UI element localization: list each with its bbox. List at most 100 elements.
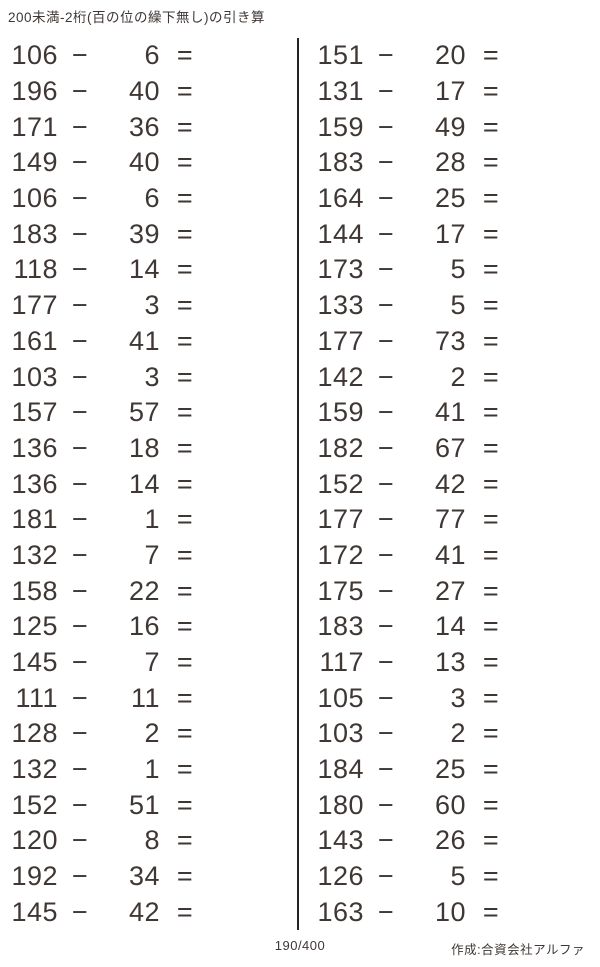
minus-sign: − <box>71 861 89 892</box>
problem-row: 126− 5 = <box>314 859 516 895</box>
minuend: 192 <box>11 861 58 892</box>
subtrahend: 41 <box>434 397 466 428</box>
equals-sign: = <box>176 468 194 499</box>
minus-sign: − <box>71 468 89 499</box>
equals-sign: = <box>176 789 194 820</box>
equals-sign: = <box>176 325 194 356</box>
equals-sign: = <box>176 432 194 463</box>
subtrahend: 11 <box>130 682 160 713</box>
minus-sign: − <box>377 647 395 678</box>
subtrahend: 26 <box>434 825 466 856</box>
equals-sign: = <box>176 718 194 749</box>
equals-sign: = <box>482 754 500 785</box>
equals-sign: = <box>176 397 194 428</box>
minuend: 196 <box>11 76 58 107</box>
minuend: 184 <box>317 754 364 785</box>
problem-row: 181− 1 = <box>8 502 210 538</box>
equals-sign: = <box>482 611 500 642</box>
problem-row: 106− 6 = <box>8 38 210 74</box>
subtrahend: 5 <box>450 861 466 892</box>
problem-row: 142− 2 = <box>314 359 516 395</box>
minus-sign: − <box>71 218 89 249</box>
minuend: 163 <box>317 896 364 927</box>
minus-sign: − <box>71 504 89 535</box>
minuend: 161 <box>11 325 58 356</box>
subtrahend: 25 <box>434 754 466 785</box>
column-divider <box>297 38 299 930</box>
equals-sign: = <box>482 361 500 392</box>
subtrahend: 2 <box>450 361 466 392</box>
problem-row: 152− 51 = <box>8 787 210 823</box>
minuend: 151 <box>317 40 364 71</box>
minus-sign: − <box>71 789 89 820</box>
minuend: 128 <box>11 718 58 749</box>
minuend: 177 <box>317 504 364 535</box>
equals-sign: = <box>176 218 194 249</box>
equals-sign: = <box>176 647 194 678</box>
subtrahend: 3 <box>144 290 160 321</box>
equals-sign: = <box>482 789 500 820</box>
minuend: 136 <box>11 432 58 463</box>
equals-sign: = <box>482 861 500 892</box>
minuend: 117 <box>319 647 364 678</box>
minus-sign: − <box>377 254 395 285</box>
equals-sign: = <box>176 254 194 285</box>
minus-sign: − <box>71 40 89 71</box>
subtrahend: 51 <box>128 789 160 820</box>
subtrahend: 2 <box>144 718 160 749</box>
minus-sign: − <box>377 718 395 749</box>
problem-row: 131− 17 = <box>314 74 516 110</box>
problem-row: 133− 5 = <box>314 288 516 324</box>
minuend: 111 <box>15 682 58 713</box>
minuend: 177 <box>317 325 364 356</box>
problem-row: 132− 1 = <box>8 752 210 788</box>
subtrahend: 41 <box>128 325 160 356</box>
subtrahend: 8 <box>144 825 160 856</box>
equals-sign: = <box>482 682 500 713</box>
minuend: 144 <box>317 218 364 249</box>
minus-sign: − <box>71 682 89 713</box>
minus-sign: − <box>71 896 89 927</box>
subtrahend: 6 <box>144 183 160 214</box>
minus-sign: − <box>377 896 395 927</box>
problem-row: 161− 41 = <box>8 324 210 360</box>
equals-sign: = <box>482 290 500 321</box>
subtrahend: 28 <box>434 147 466 178</box>
subtrahend: 73 <box>434 325 466 356</box>
subtrahend: 42 <box>128 896 160 927</box>
minus-sign: − <box>71 325 89 356</box>
minuend: 106 <box>11 40 58 71</box>
equals-sign: = <box>482 718 500 749</box>
subtrahend: 14 <box>128 468 160 499</box>
subtrahend: 5 <box>450 290 466 321</box>
worksheet-title: 200未満-2桁(百の位の繰下無し)の引き算 <box>8 10 266 25</box>
subtrahend: 17 <box>434 76 466 107</box>
minuend: 106 <box>11 183 58 214</box>
minuend: 158 <box>11 575 58 606</box>
minus-sign: − <box>377 575 395 606</box>
subtrahend: 22 <box>128 575 160 606</box>
subtrahend: 67 <box>434 432 466 463</box>
equals-sign: = <box>482 647 500 678</box>
problem-row: 106− 6 = <box>8 181 210 217</box>
problem-row: 159− 49 = <box>314 109 516 145</box>
minus-sign: − <box>71 432 89 463</box>
equals-sign: = <box>482 218 500 249</box>
equals-sign: = <box>482 504 500 535</box>
problem-row: 117− 13 = <box>314 645 516 681</box>
equals-sign: = <box>482 76 500 107</box>
minus-sign: − <box>377 76 395 107</box>
equals-sign: = <box>482 40 500 71</box>
subtrahend: 18 <box>128 432 160 463</box>
equals-sign: = <box>482 825 500 856</box>
problem-row: 196− 40 = <box>8 74 210 110</box>
subtrahend: 40 <box>128 147 160 178</box>
minus-sign: − <box>377 290 395 321</box>
minuend: 172 <box>317 539 364 570</box>
minus-sign: − <box>71 147 89 178</box>
minus-sign: − <box>377 789 395 820</box>
minuend: 152 <box>317 468 364 499</box>
minus-sign: − <box>377 754 395 785</box>
minus-sign: − <box>71 183 89 214</box>
